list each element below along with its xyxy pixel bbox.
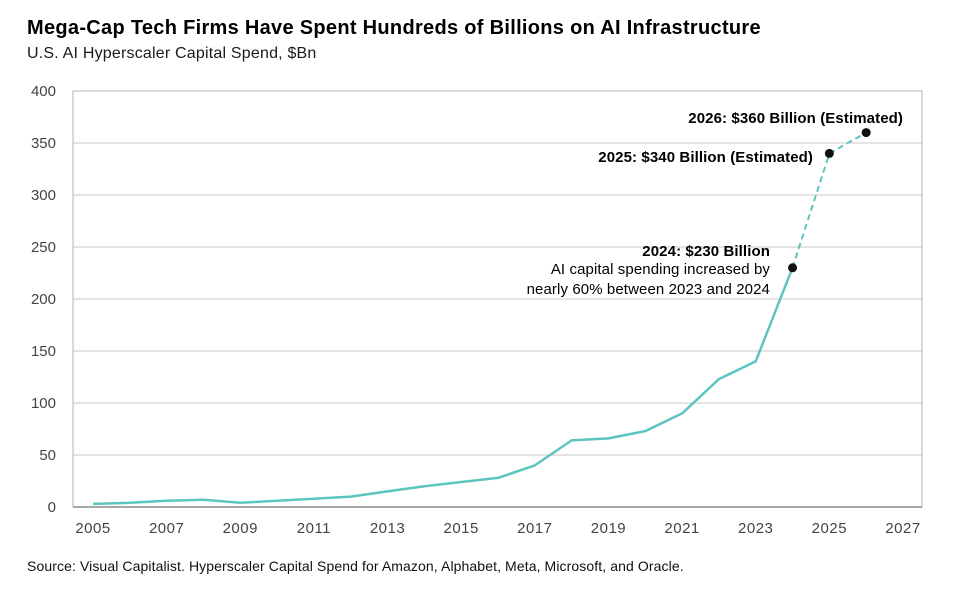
x-tick-label-2007: 2007 — [149, 520, 184, 537]
annotation-2024-note-line2: nearly 60% between 2023 and 2024 — [526, 281, 770, 298]
chart-subtitle: U.S. AI Hyperscaler Capital Spend, $Bn — [27, 45, 317, 62]
y-tick-label-250: 250 — [31, 239, 56, 256]
x-tick-label-2025: 2025 — [812, 520, 847, 537]
data-point-2025 — [824, 148, 834, 158]
data-point-2024 — [788, 263, 798, 273]
x-tick-label-2013: 2013 — [370, 520, 405, 537]
spend-line-actual — [92, 267, 794, 506]
annotation-2026-text: 2026: $360 Billion (Estimated) — [688, 110, 903, 127]
annotation-2024-note-line1: AI capital spending increased by — [550, 261, 770, 278]
x-tick-label-2027: 2027 — [885, 520, 920, 537]
x-tick-label-2015: 2015 — [443, 520, 478, 537]
source-note: Source: Visual Capitalist. Hyperscaler C… — [27, 558, 684, 574]
y-tick-label-400: 400 — [31, 83, 56, 100]
x-tick-label-2009: 2009 — [223, 520, 258, 537]
x-tick-label-2011: 2011 — [297, 520, 331, 537]
y-tick-label-0: 0 — [48, 499, 56, 516]
annotation-2026: 2026: $360 Billion (Estimated) — [688, 110, 903, 127]
annotation-2025-text: 2025: $340 Billion (Estimated) — [598, 149, 813, 166]
x-tick-label-2021: 2021 — [664, 520, 699, 537]
annotation-2024-text: 2024: $230 Billion — [642, 243, 770, 260]
y-tick-label-200: 200 — [31, 291, 56, 308]
y-tick-label-100: 100 — [31, 395, 56, 412]
data-point-2026 — [861, 128, 871, 138]
x-tick-label-2023: 2023 — [738, 520, 773, 537]
chart-title: Mega-Cap Tech Firms Have Spent Hundreds … — [27, 17, 761, 39]
x-tick-label-2017: 2017 — [517, 520, 552, 537]
x-tick-label-2019: 2019 — [591, 520, 626, 537]
y-tick-label-300: 300 — [31, 187, 56, 204]
y-tick-label-350: 350 — [31, 135, 56, 152]
annotation-2024: 2024: $230 Billion AI capital spending i… — [527, 243, 770, 300]
y-tick-label-150: 150 — [31, 343, 56, 360]
x-tick-label-2005: 2005 — [75, 520, 110, 537]
annotation-2025: 2025: $340 Billion (Estimated) — [598, 149, 813, 166]
y-tick-label-50: 50 — [39, 447, 56, 464]
